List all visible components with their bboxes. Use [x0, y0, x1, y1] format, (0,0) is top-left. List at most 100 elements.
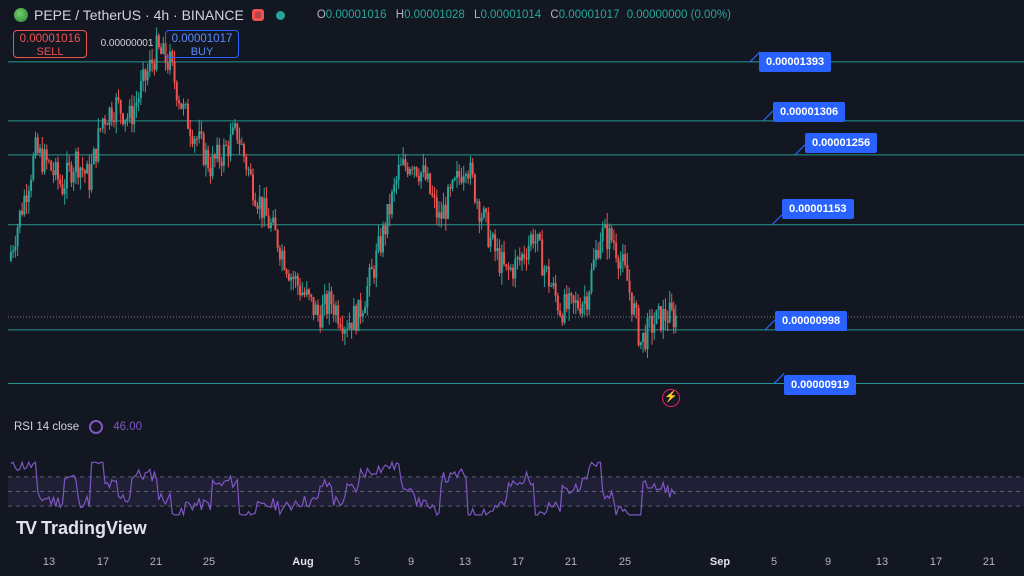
candle-body: [366, 285, 369, 308]
candle-body: [104, 118, 107, 125]
candle-body: [364, 307, 367, 314]
candle-body: [310, 294, 313, 297]
candle-body: [621, 254, 624, 262]
level-label[interactable]: 0.00000998: [775, 311, 848, 331]
candle-body: [505, 264, 508, 267]
candle-body: [169, 51, 172, 70]
candle-body: [529, 234, 532, 246]
candle-body: [525, 258, 528, 260]
candle-body: [202, 134, 205, 165]
candle-body: [314, 304, 317, 315]
candle-body: [478, 201, 481, 222]
candle-body: [137, 98, 140, 103]
candle-body: [240, 144, 243, 146]
candle-body: [550, 285, 553, 287]
x-tick-label: 9: [407, 556, 415, 568]
x-tick-label: 13: [875, 556, 889, 568]
candle-body: [243, 144, 246, 157]
candle-body: [375, 250, 378, 278]
candle-body: [352, 306, 355, 330]
candle-body: [532, 234, 535, 244]
level-label[interactable]: 0.00001153: [782, 199, 854, 219]
candle-body: [207, 149, 210, 169]
level-label[interactable]: 0.00001393: [759, 52, 832, 72]
candle-body: [325, 293, 328, 315]
candle-body: [332, 304, 335, 315]
candle-body: [586, 296, 588, 310]
candle-body: [180, 103, 183, 109]
candle-body: [670, 302, 673, 309]
tradingview-brand[interactable]: TV TradingView: [16, 518, 147, 539]
candle-body: [319, 315, 322, 328]
candle-body: [610, 228, 613, 241]
rsi-legend[interactable]: RSI 14 close 46.00: [14, 420, 142, 434]
candle-body: [619, 261, 622, 269]
candle-body: [377, 236, 380, 251]
candle-body: [21, 210, 24, 215]
candle-body: [34, 137, 37, 156]
candle-body: [464, 174, 467, 176]
candle-body: [489, 237, 492, 247]
candle-body: [200, 131, 203, 135]
candle-body: [32, 155, 35, 180]
candle-body: [458, 171, 461, 177]
candle-body: [263, 198, 266, 218]
candle-body: [361, 313, 364, 317]
level-connector: [762, 110, 774, 122]
candle-body: [272, 217, 275, 223]
candle-body: [644, 332, 647, 350]
candle-body: [153, 63, 156, 70]
ohlc-change: 0.00000000 (0.00%): [626, 9, 731, 21]
symbol-title[interactable]: PEPE / TetherUS · 4h · BINANCE: [34, 7, 244, 23]
candle-body: [480, 217, 483, 222]
sell-button[interactable]: 0.00001016 SELL: [13, 30, 87, 58]
buy-button[interactable]: 0.00001017 BUY: [165, 30, 239, 58]
candle-body: [639, 341, 642, 346]
sell-price: 0.00001016: [19, 33, 81, 45]
candle-body: [299, 285, 302, 296]
candle-body: [498, 248, 501, 273]
candle-body: [249, 169, 252, 175]
level-label[interactable]: 0.00001306: [773, 102, 846, 122]
candle-body: [554, 283, 557, 296]
candle-body: [113, 121, 116, 123]
candle-body: [178, 100, 181, 104]
candle-body: [160, 47, 163, 55]
market-closed-icon[interactable]: [251, 9, 264, 21]
x-tick-label: 5: [770, 556, 778, 568]
ohlc-open-key: O: [316, 9, 326, 21]
buy-price: 0.00001017: [171, 33, 233, 45]
candle-body: [440, 212, 443, 219]
candle-body: [545, 266, 548, 269]
candle-body: [312, 296, 315, 315]
candle-body: [193, 138, 196, 144]
candle-body: [451, 180, 454, 189]
candle-body: [231, 127, 234, 135]
level-label[interactable]: 0.00000919: [784, 375, 857, 395]
candle-body: [467, 174, 470, 179]
candle-body: [328, 291, 331, 315]
candle-body: [612, 240, 615, 243]
candle-body: [95, 148, 98, 162]
candle-body: [438, 212, 441, 218]
candle-body: [491, 234, 494, 238]
level-label[interactable]: 0.00001256: [805, 133, 878, 153]
candle-body: [628, 280, 631, 293]
candle-body: [496, 248, 499, 252]
candle-body: [303, 292, 306, 295]
candle-body: [538, 233, 541, 240]
candle-body: [512, 267, 515, 279]
time-axis[interactable]: 13 17 21 25 Aug 5 9 13 17 21 25 Sep 5 9 …: [0, 556, 1024, 572]
candle-body: [666, 320, 669, 323]
candle-body: [424, 165, 427, 180]
candle-body: [175, 82, 178, 101]
candle-body: [50, 161, 53, 171]
candle-body: [603, 224, 606, 228]
lightning-bolt-icon[interactable]: ⚡: [662, 389, 680, 407]
level-connector: [794, 144, 806, 156]
candle-body: [547, 266, 550, 287]
x-tick-label: 17: [929, 556, 943, 568]
candle-body: [269, 222, 272, 229]
